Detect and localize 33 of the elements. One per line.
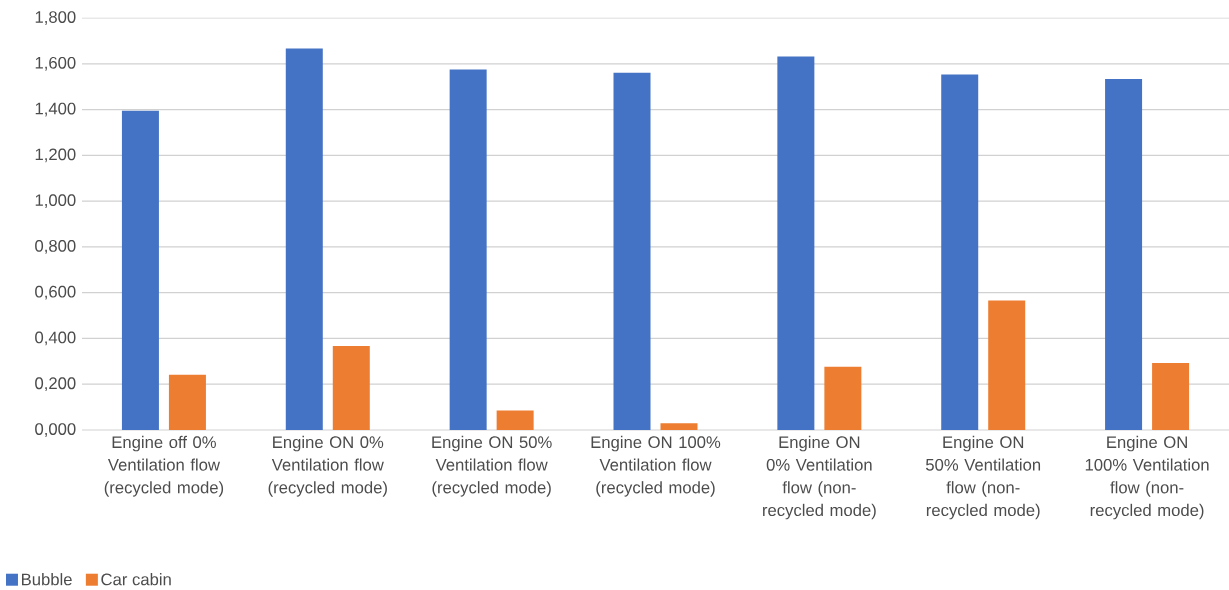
bar [777, 56, 815, 430]
x-tick-label: Engine off 0% Ventilation flow (recycled mode) [104, 435, 224, 497]
x-tick-label: Engine ON 50% Ventilation flow (non-recycled mode) [925, 435, 1041, 520]
bar [449, 69, 487, 430]
bar [121, 110, 159, 430]
bar [168, 374, 206, 430]
legend-label: Bubble [22, 573, 72, 586]
y-tick-label: 1,400 [35, 102, 76, 117]
bar [496, 410, 534, 430]
bar [988, 300, 1026, 430]
bar [660, 423, 698, 430]
y-tick-label: 0,000 [35, 423, 76, 437]
y-tick-label: 0,200 [35, 377, 76, 392]
y-tick-label: 0,400 [35, 331, 76, 346]
bar [1105, 79, 1143, 430]
y-tick-label: 1,800 [35, 11, 76, 25]
y-tick-label: 0,800 [35, 240, 76, 254]
y-tick-label: 1,600 [35, 56, 76, 71]
bar [824, 366, 862, 430]
bar [332, 346, 370, 430]
bar [941, 74, 979, 430]
legend-label: Car cabin [101, 573, 171, 586]
x-tick-label: Engine ON 0% Ventilation flow (recycled mode) [268, 435, 387, 497]
y-tick-label: 0,600 [35, 285, 76, 300]
bar [285, 48, 323, 430]
x-tick-label: Engine ON 100% Ventilation flow (recycled mode) [591, 435, 721, 497]
x-tick-label: Engine ON 100% Ventilation flow (non-recycled mode) [1085, 435, 1209, 520]
bar [1152, 362, 1190, 430]
x-tick-label: Engine ON 0% Ventilation flow (non-recycled mode) [763, 435, 876, 520]
bar [613, 72, 651, 430]
x-tick-label: Engine ON 50% Ventilation flow (recycled mode) [432, 435, 552, 497]
y-tick-label: 1,200 [35, 148, 76, 163]
y-tick-label: 1,000 [35, 194, 76, 208]
